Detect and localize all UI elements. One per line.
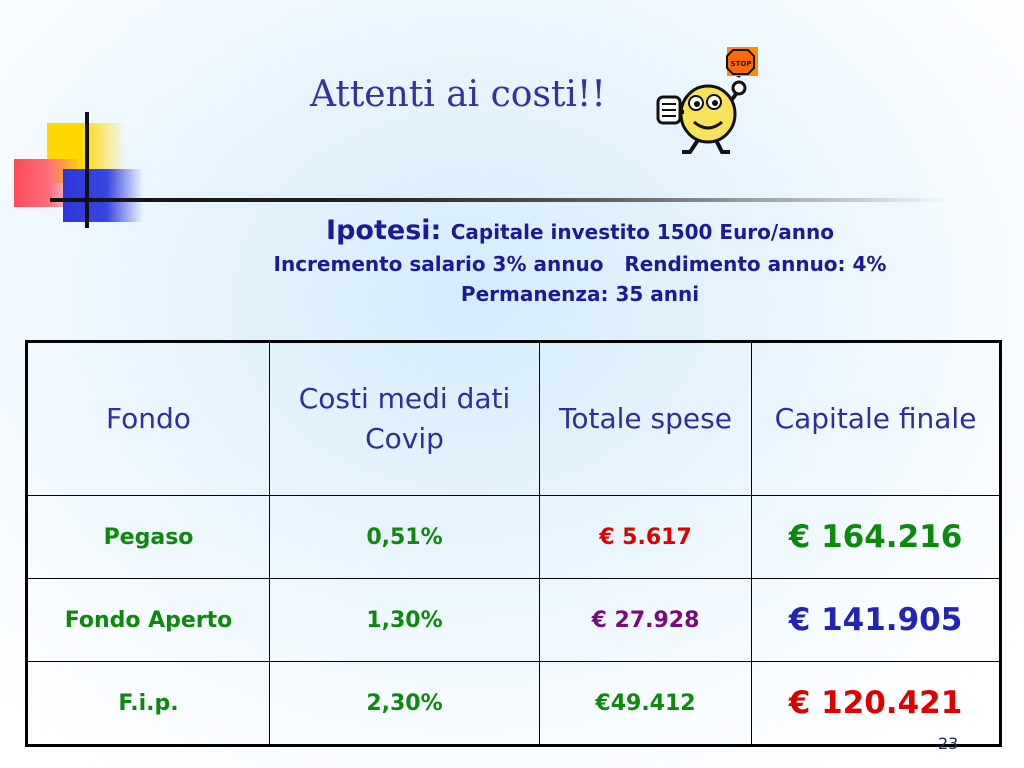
- cell-capitale: € 120.421: [751, 661, 1001, 746]
- hypothesis-capital: Capitale investito 1500 Euro/anno: [450, 220, 834, 244]
- cell-spese: € 5.617: [539, 495, 752, 579]
- cell-fondo: F.i.p.: [26, 661, 270, 746]
- hypothesis-block: Ipotesi: Capitale investito 1500 Euro/an…: [200, 214, 960, 309]
- slide-title: Attenti ai costi!!: [310, 74, 606, 115]
- comparison-table: Fondo Costi medi dati Covip Totale spese…: [25, 340, 1002, 747]
- table-header-row: Fondo Costi medi dati Covip Totale spese…: [26, 341, 1001, 496]
- cell-capitale: € 164.216: [751, 495, 1001, 579]
- stop-sign-text: STOP: [731, 60, 752, 68]
- cell-spese: € 27.928: [539, 578, 752, 662]
- stop-sign-mascot-icon: STOP: [656, 47, 758, 154]
- cell-costi: 1,30%: [269, 578, 540, 662]
- hypothesis-growth: Incremento salario 3% annuo Rendimento a…: [273, 252, 887, 276]
- cell-capitale: € 141.905: [751, 578, 1001, 662]
- decor-vertical-line: [85, 112, 89, 228]
- cell-fondo: Pegaso: [26, 495, 270, 579]
- header-spese: Totale spese: [539, 341, 752, 496]
- header-capitale: Capitale finale: [751, 341, 1001, 496]
- header-costi: Costi medi dati Covip: [269, 341, 540, 496]
- hypothesis-duration: Permanenza: 35 anni: [460, 282, 700, 306]
- header-fondo: Fondo: [26, 341, 270, 496]
- decor-blue-square: [63, 169, 143, 222]
- cell-spese: €49.412: [539, 661, 752, 746]
- table-row: F.i.p. 2,30% €49.412 € 120.421: [26, 661, 1001, 746]
- cell-costi: 2,30%: [269, 661, 540, 746]
- hypothesis-label: Ipotesi:: [326, 215, 442, 246]
- table-row: Pegaso 0,51% € 5.617 € 164.216: [26, 495, 1001, 579]
- table-row: Fondo Aperto 1,30% € 27.928 € 141.905: [26, 578, 1001, 662]
- cell-costi: 0,51%: [269, 495, 540, 579]
- decor-horizontal-line: [50, 198, 950, 202]
- page-number: 23: [938, 734, 959, 753]
- cell-fondo: Fondo Aperto: [26, 578, 270, 662]
